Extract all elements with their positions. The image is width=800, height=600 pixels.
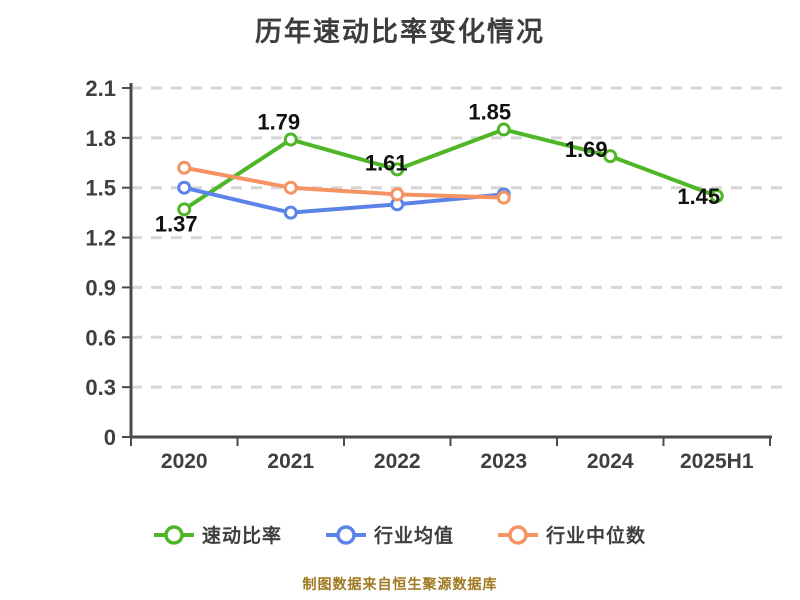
- chart-title: 历年速动比率变化情况: [255, 17, 545, 47]
- y-tick-label: 1.5: [85, 176, 116, 201]
- x-tick-label: 2022: [374, 450, 421, 473]
- x-tick-label: 2020: [161, 450, 208, 473]
- series-line-industry-average: [182, 185, 506, 215]
- data-point-industry-median[interactable]: [496, 190, 511, 205]
- chart-canvas: 0 0.3 0.6 0.9 1.2 1.5 1.8 2.1 2020 2021 2022 2023 20…: [85, 76, 788, 473]
- data-point-label-quick-ratio: 1.79: [257, 110, 300, 135]
- chart-legend: 速动比率 行业均值 行业中位数: [0, 521, 800, 548]
- y-tick-label: 0.3: [85, 375, 116, 400]
- quick-ratio-legend-marker-icon: [153, 524, 194, 545]
- y-tick-label: 1.8: [85, 126, 116, 151]
- legend-item-industry-median[interactable]: 行业中位数: [498, 521, 646, 548]
- data-point-quick-ratio[interactable]: [709, 189, 724, 204]
- industry-average-legend-marker-icon: [325, 524, 366, 545]
- data-point-quick-ratio[interactable]: [390, 162, 405, 177]
- data-point-label-quick-ratio: 1.85: [468, 100, 511, 125]
- x-tick-label: 2023: [480, 450, 527, 473]
- x-tick-label: 2021: [267, 450, 314, 473]
- y-tick-label: 1.2: [85, 226, 116, 251]
- data-point-label-quick-ratio: 1.45: [677, 184, 720, 209]
- data-point-industry-median[interactable]: [390, 187, 405, 202]
- industry-median-legend-marker-icon: [498, 524, 538, 545]
- legend-label-industry-average: 行业均值: [373, 526, 454, 547]
- y-tick-label: 0: [104, 425, 116, 450]
- data-point-quick-ratio[interactable]: [177, 202, 192, 217]
- data-point-label-quick-ratio: 1.37: [155, 211, 198, 236]
- y-tick-label: 2.1: [85, 76, 116, 101]
- series-line-quick-ratio: [182, 127, 719, 212]
- data-point-industry-median[interactable]: [283, 180, 298, 195]
- data-point-quick-ratio[interactable]: [603, 149, 618, 164]
- series-line-industry-median: [182, 165, 506, 200]
- legend-item-industry-average[interactable]: 行业均值: [325, 521, 454, 548]
- data-point-label-quick-ratio: 1.69: [565, 137, 608, 162]
- data-point-industry-average[interactable]: [177, 180, 192, 195]
- y-tick-label: 0.6: [85, 325, 116, 350]
- data-point-label-quick-ratio: 1.61: [365, 150, 408, 175]
- legend-label-industry-median: 行业中位数: [546, 526, 647, 547]
- data-point-quick-ratio[interactable]: [496, 122, 511, 137]
- data-point-industry-average[interactable]: [283, 205, 298, 220]
- x-tick-label: 2025H1: [680, 450, 754, 473]
- data-source-note: 制图数据来自恒生聚源数据库: [302, 576, 498, 592]
- y-tick-label: 0.9: [85, 275, 116, 300]
- data-point-quick-ratio[interactable]: [283, 132, 298, 147]
- data-point-industry-median[interactable]: [177, 160, 192, 175]
- legend-label-quick-ratio: 速动比率: [201, 526, 282, 547]
- legend-item-quick-ratio[interactable]: 速动比率: [153, 521, 282, 548]
- x-tick-label: 2024: [587, 450, 634, 473]
